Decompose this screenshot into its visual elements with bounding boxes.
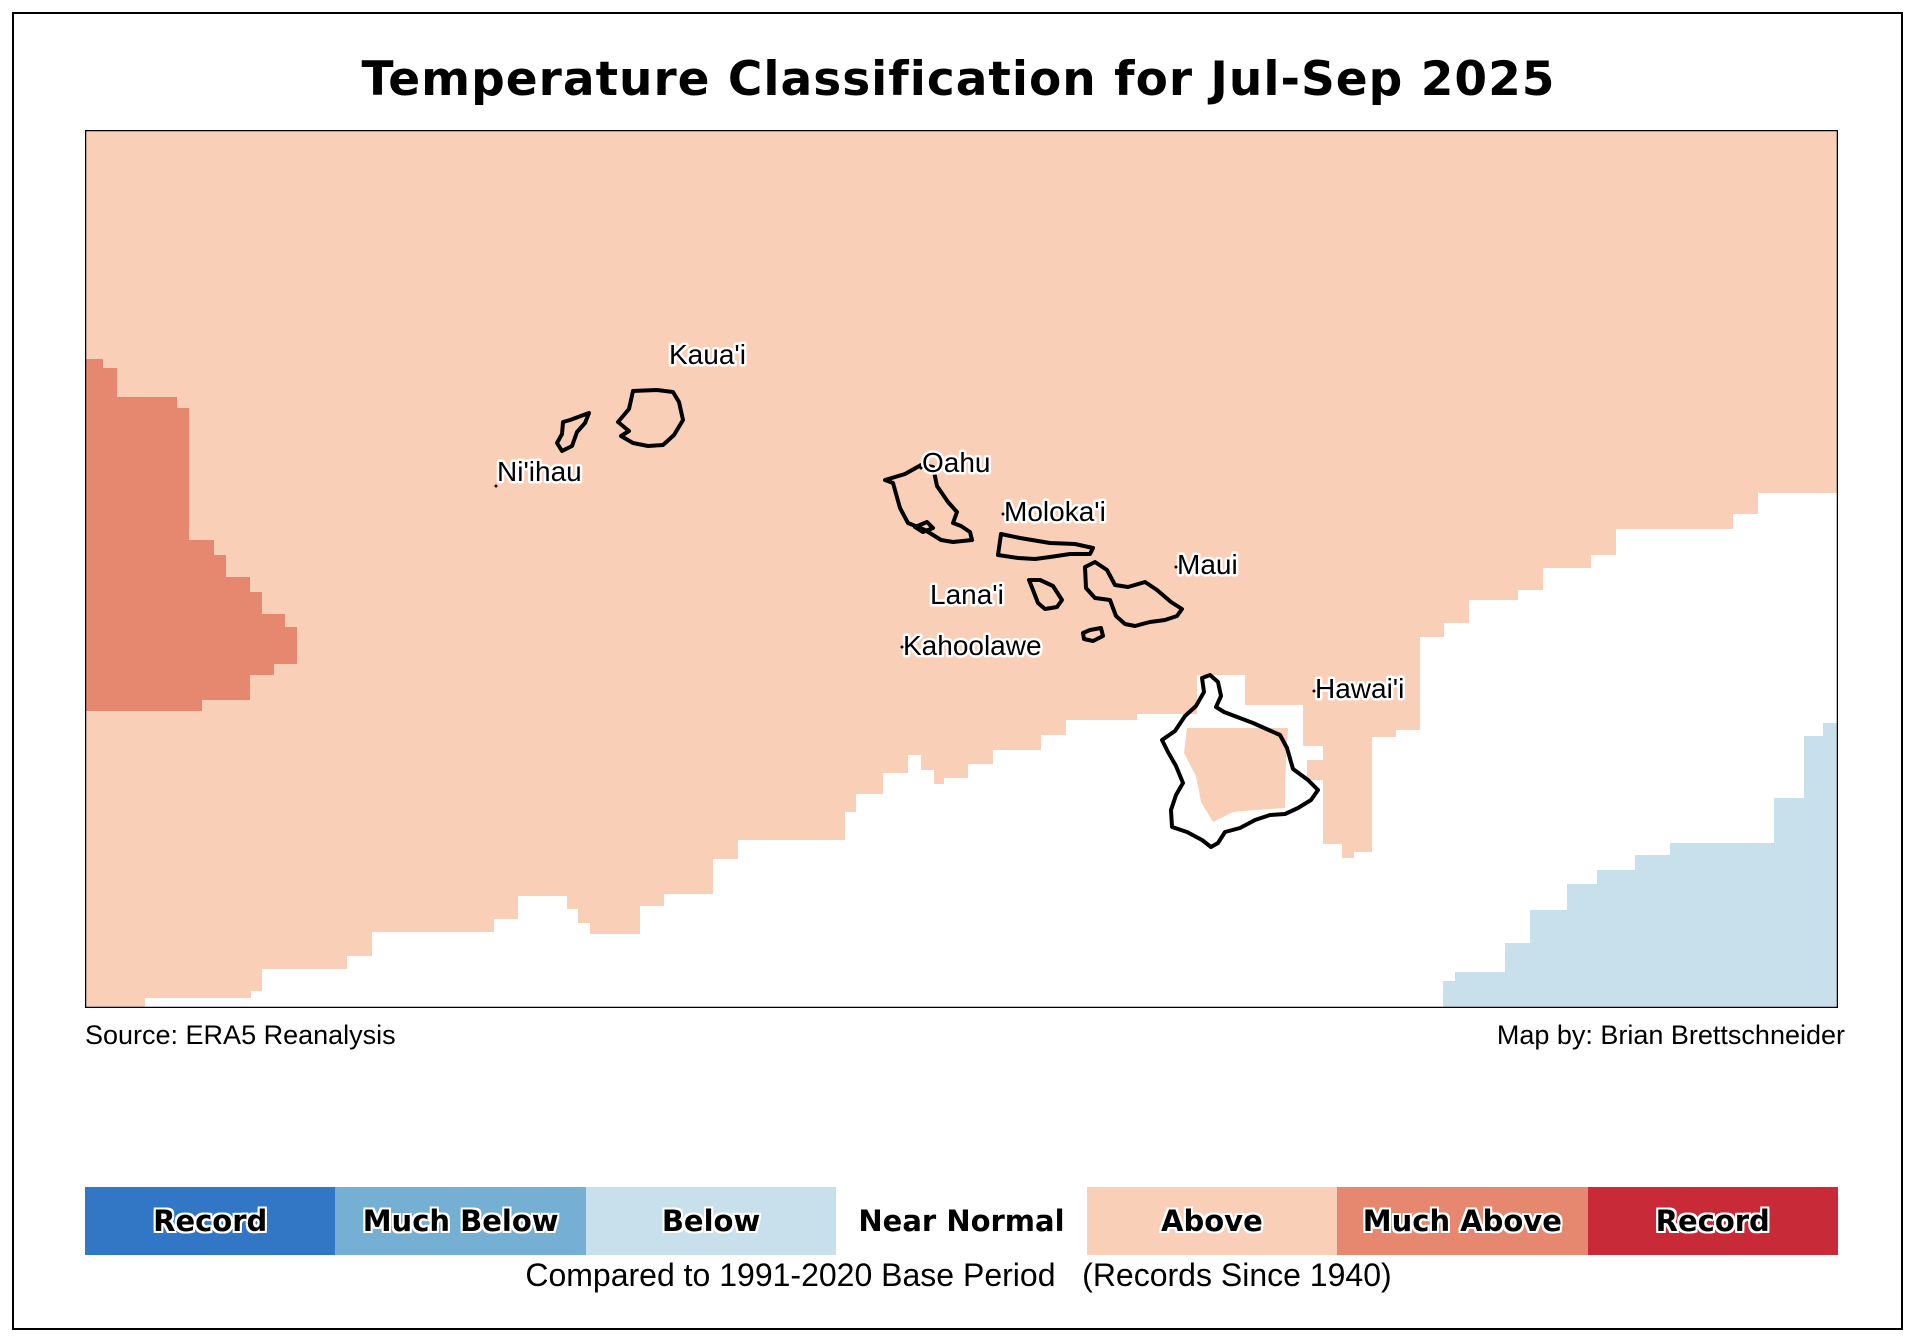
coastline-kahoolawe (1081, 626, 1105, 643)
temperature-map: Kaua'i Ni'ihau Oahu Moloka'i Maui Lana'i… (85, 130, 1838, 1008)
source-credit: Source: ERA5 Reanalysis (85, 1020, 396, 1050)
map-border (85, 130, 1838, 1008)
coastline-niihau (555, 411, 591, 453)
coastline-oahu-inner (913, 520, 935, 534)
coastline-oahu (883, 463, 974, 544)
legend-much-below: Much Below (335, 1187, 586, 1255)
label-maui: Maui (1177, 549, 1238, 580)
figure-frame (12, 12, 1903, 1330)
label-kauai: Kaua'i (669, 339, 746, 370)
coastline-maui (1083, 560, 1184, 628)
label-oahu: Oahu (922, 447, 991, 478)
label-leader-dots (494, 466, 1316, 693)
region-much-above (85, 359, 297, 711)
legend-below: Below (585, 1187, 837, 1255)
coastline-molokai (996, 532, 1095, 561)
legend-record-high: Record (1587, 1187, 1838, 1255)
legend-bar: Record Much Below Below Near Normal Abov… (85, 1187, 1838, 1255)
island-labels: Kaua'i Ni'ihau Oahu Moloka'i Maui Lana'i… (495, 337, 1407, 707)
label-niihau: Ni'ihau (497, 456, 582, 487)
legend-record-low: Record (85, 1187, 336, 1255)
author-credit: Map by: Brian Brettschneider (1496, 1020, 1845, 1050)
coastline-kauai (616, 388, 685, 448)
legend-above: Above (1086, 1187, 1338, 1255)
legend-much-above: Much Above (1337, 1187, 1588, 1255)
coastline-hawaii (1160, 673, 1320, 849)
label-kahoolawe: Kahoolawe (903, 630, 1042, 661)
base-period-caption: Compared to 1991-2020 Base Period (Recor… (525, 1257, 1392, 1293)
coastline-lanai (1027, 578, 1064, 611)
hawaii-east-above (1307, 760, 1323, 780)
hawaii-above-pocket (1184, 728, 1288, 822)
label-molokai: Moloka'i (1004, 496, 1106, 527)
coastlines (555, 388, 1320, 849)
label-lanai: Lana'i (930, 579, 1004, 610)
map-title: Temperature Classification for Jul-Sep 2… (361, 52, 1556, 107)
region-near-normal (145, 493, 1838, 1008)
label-hawaii: Hawai'i (1315, 673, 1404, 704)
region-below (1443, 723, 1838, 1008)
legend-near-normal: Near Normal (836, 1187, 1087, 1255)
